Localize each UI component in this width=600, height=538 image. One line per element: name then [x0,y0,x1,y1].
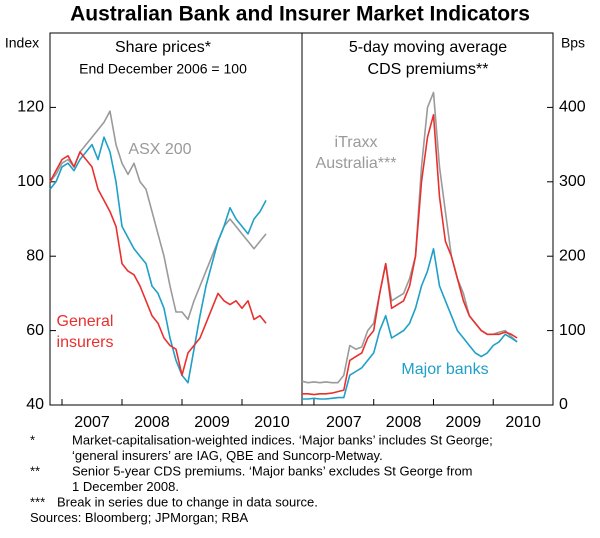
y-tick-label: 400 [559,99,586,116]
x-tick-label: 2008 [134,414,170,431]
axis-label: Index [5,35,39,51]
annotation: Major banks [401,361,488,378]
y-tick-label: 80 [26,247,44,264]
y-tick-label: 40 [26,396,44,413]
y-tick-label: 0 [559,396,568,413]
panel-subtitle: CDS premiums** [368,61,489,78]
x-tick-label: 2007 [326,414,362,431]
note-text: Senior 5-year CDS premiums. ‘Major banks… [72,463,473,478]
x-tick-label: 2009 [194,414,230,431]
series-line [49,151,267,376]
annotation: ASX 200 [128,141,191,158]
note-text: Market-capitalisation-weighted indices. … [72,432,493,447]
y-tick-label: 60 [26,322,44,339]
x-tick-label: 2010 [505,414,541,431]
annotation: General [57,313,114,330]
y-tick-label: 120 [17,99,44,116]
y-tick-label: 300 [559,173,586,190]
note-text: Break in series due to change in data so… [57,494,318,509]
chart-title: Australian Bank and Insurer Market Indic… [70,3,530,26]
sources: Sources: Bloomberg; JPMorgan; RBA [30,510,249,525]
x-tick-label: 2008 [386,414,422,431]
panel-subtitle: End December 2006 = 100 [79,61,247,77]
x-tick-label: 2007 [74,414,110,431]
note-marker: * [30,432,35,447]
note-text: 1 December 2008. [72,479,179,494]
x-tick-label: 2009 [446,414,482,431]
panel-title: Share prices* [115,39,211,56]
x-tick-label: 2010 [254,414,290,431]
note-text: ‘general insurers’ are IAG, QBE and Sunc… [72,448,383,463]
y-tick-label: 100 [559,322,586,339]
annotation: insurers [57,334,114,351]
series-line [49,110,267,321]
note-marker: *** [30,494,45,509]
note-marker: ** [30,463,40,478]
series-line [302,248,518,400]
series-line [49,136,267,384]
y-tick-label: 200 [559,247,586,264]
series-line [302,114,518,396]
y-tick-label: 100 [17,173,44,190]
annotation: iTraxx [335,134,378,151]
panel-title: 5-day moving average [349,39,507,56]
annotation: Australia*** [316,155,397,172]
axis-label: Bps [561,35,585,51]
